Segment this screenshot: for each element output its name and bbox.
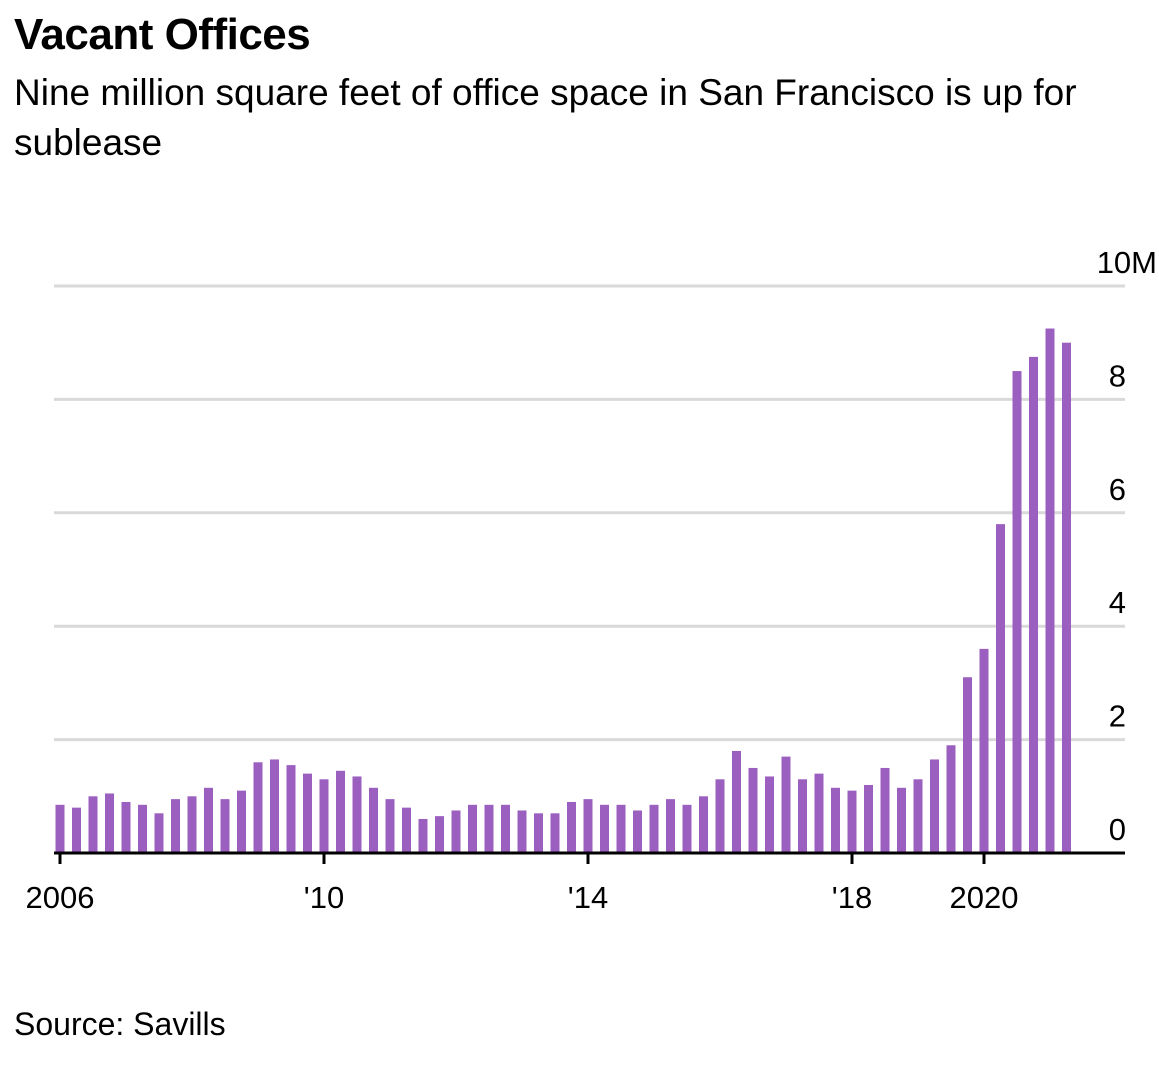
bar: [1029, 356, 1038, 853]
bar: [814, 773, 824, 853]
y-axis-ticks: 0 2 4 6 8 10M: [1097, 245, 1157, 847]
bar: [880, 767, 890, 853]
bar: [864, 784, 873, 853]
bar: [303, 773, 312, 853]
bar: [946, 745, 956, 853]
bar: [451, 810, 461, 853]
x-axis-ticks: 2006 '10 '14 '18 2020: [26, 853, 1019, 915]
bar: [897, 787, 906, 853]
bar: [253, 762, 263, 853]
bar: [187, 796, 197, 853]
bar: [765, 776, 774, 853]
x-tick-label: '18: [832, 880, 872, 915]
bar: [930, 759, 939, 853]
bar: [270, 759, 279, 853]
x-tick-label: 2006: [26, 880, 95, 915]
y-tick-label: 6: [1109, 472, 1126, 507]
bar: [237, 790, 246, 853]
bar: [682, 804, 692, 853]
bar: [220, 799, 230, 853]
y-tick-label: 2: [1109, 699, 1126, 734]
y-tick-label: 10M: [1097, 245, 1157, 280]
bar: [204, 787, 213, 853]
bar: [1012, 371, 1022, 853]
x-tick-label: 2020: [950, 880, 1019, 915]
bar: [847, 790, 857, 853]
chart-title: Vacant Offices: [14, 10, 311, 59]
bar: [616, 804, 626, 853]
bar: [715, 779, 725, 853]
bar: [913, 779, 923, 853]
bar: [501, 804, 510, 853]
bar: [732, 750, 741, 853]
bar: [798, 779, 807, 853]
bar: [979, 648, 989, 853]
bar: [567, 801, 576, 853]
bar: [352, 776, 362, 853]
bar: [154, 813, 164, 853]
bar: [649, 804, 659, 853]
bar: [286, 765, 296, 853]
y-tick-label: 8: [1109, 358, 1126, 393]
y-tick-label: 4: [1109, 585, 1126, 620]
bar: [55, 804, 65, 853]
bar: [1062, 342, 1071, 853]
bar: [72, 807, 81, 853]
bar: [666, 799, 675, 853]
bar: [517, 810, 527, 853]
bar: [748, 767, 758, 853]
bar: [105, 793, 114, 853]
bar: [963, 677, 972, 853]
bar: [402, 807, 411, 853]
bar: [171, 799, 180, 853]
x-tick-label: '10: [304, 880, 344, 915]
y-tick-label: 0: [1109, 812, 1126, 847]
bar: [369, 787, 378, 853]
bar: [699, 796, 708, 853]
bar: [1045, 328, 1055, 853]
source-note: Source: Savills: [14, 1006, 226, 1042]
bar: [435, 816, 444, 853]
bar: [831, 787, 840, 853]
bar-chart: 2006 '10 '14 '18 2020 0 2 4 6 8 10M: [26, 245, 1157, 915]
bar: [138, 804, 147, 853]
bar: [385, 799, 395, 853]
bar: [121, 801, 131, 853]
bar: [781, 756, 791, 853]
bar: [550, 813, 560, 853]
bar: [996, 524, 1005, 853]
bar: [633, 810, 642, 853]
bar: [468, 804, 477, 853]
bar: [534, 813, 543, 853]
x-tick-label: '14: [568, 880, 608, 915]
bar: [336, 770, 345, 853]
bar: [484, 804, 494, 853]
bars: [55, 328, 1071, 853]
bar: [418, 818, 428, 853]
bar: [583, 799, 593, 853]
bar: [600, 804, 609, 853]
bar: [88, 796, 98, 853]
gridlines: [54, 284, 1125, 742]
chart-subtitle: Nine million square feet of office space…: [14, 72, 1077, 163]
bar: [319, 779, 329, 853]
